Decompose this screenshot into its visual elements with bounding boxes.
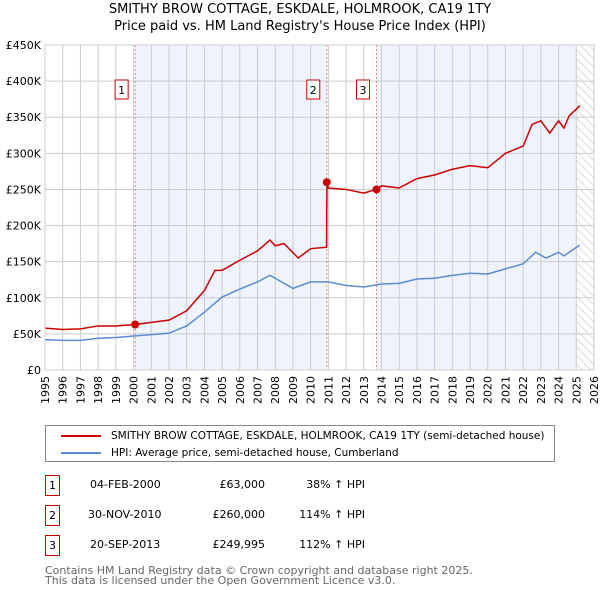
sale-marker-box: [356, 79, 371, 100]
y-tick-label: £0: [27, 364, 41, 377]
sale-date: 04-FEB-2000: [90, 478, 161, 491]
y-tick-label: £300K: [6, 147, 42, 160]
sale-point: [322, 178, 331, 187]
sale-price: £249,995: [212, 538, 266, 551]
hpi-line: [44, 244, 581, 342]
legend: SMITHY BROW COTTAGE, ESKDALE, HOLMROOK, …: [45, 425, 555, 462]
y-tick-label: £50K: [13, 328, 42, 341]
sale-hpi: 38% ↑ HPI: [306, 478, 365, 491]
legend-label-hpi: HPI: Average price, semi-detached house,…: [111, 447, 399, 459]
x-tick-label: 2015: [393, 376, 406, 404]
x-tick-label: 2003: [181, 376, 194, 404]
sale-date: 30-NOV-2010: [88, 508, 162, 521]
sale-row: 1 04-FEB-2000 £63,000 38% ↑ HPI: [45, 475, 565, 496]
shaded-period: [376, 45, 577, 370]
shaded-period: [135, 45, 327, 370]
x-tick-label: 2004: [198, 376, 211, 404]
sale-marker-label: 3: [45, 535, 60, 556]
sale-point: [131, 320, 140, 329]
x-tick-label: 2001: [145, 376, 158, 404]
x-tick-label: 2009: [287, 376, 300, 404]
x-tick-label: 2005: [216, 376, 229, 404]
legend-swatch-property: [61, 435, 101, 437]
sale-price: £260,000: [212, 508, 266, 521]
sale-hpi: 114% ↑ HPI: [299, 508, 365, 521]
x-tick-label: 1996: [57, 376, 70, 404]
legend-swatch-hpi: [61, 452, 101, 454]
y-tick-label: £100K: [6, 292, 42, 305]
footer-licence: This data is licensed under the Open Gov…: [45, 574, 396, 587]
sale-row: 3 20-SEP-2013 £249,995 112% ↑ HPI: [45, 535, 565, 556]
x-tick-label: 1999: [110, 376, 123, 404]
y-tick-label: £200K: [6, 220, 42, 233]
y-tick-label: £400K: [6, 75, 42, 88]
x-tick-label: 1995: [39, 376, 52, 404]
x-tick-label: 2007: [252, 376, 265, 404]
sale-date: 20-SEP-2013: [90, 538, 161, 551]
x-tick-label: 2020: [482, 376, 495, 404]
x-tick-label: 2011: [322, 376, 335, 404]
sale-row: 2 30-NOV-2010 £260,000 114% ↑ HPI: [45, 505, 565, 526]
sale-marker-box: [114, 79, 129, 100]
sale-marker-box: [306, 79, 321, 100]
x-tick-label: 2000: [128, 376, 141, 404]
x-tick-label: 2010: [305, 376, 318, 404]
x-tick-label: 2021: [499, 376, 512, 404]
x-tick-label: 2014: [375, 376, 388, 404]
x-tick-label: 2025: [570, 376, 583, 404]
sale-marker-label: 3: [360, 84, 367, 97]
y-tick-label: £250K: [6, 183, 42, 196]
x-tick-label: 1998: [92, 376, 105, 404]
chart-subtitle: Price paid vs. HM Land Registry's House …: [114, 19, 486, 34]
x-tick-label: 2012: [340, 376, 353, 404]
x-tick-label: 2006: [234, 376, 247, 404]
x-tick-label: 2023: [535, 376, 548, 404]
x-tick-label: 2017: [429, 376, 442, 404]
x-tick-label: 1997: [74, 376, 87, 404]
x-tick-label: 2022: [517, 376, 530, 404]
sale-hpi: 112% ↑ HPI: [299, 538, 365, 551]
y-tick-label: £150K: [6, 256, 42, 269]
x-tick-label: 2019: [464, 376, 477, 404]
y-tick-label: £450K: [6, 39, 42, 52]
x-tick-label: 2016: [411, 376, 424, 404]
sale-point: [372, 185, 381, 194]
y-tick-label: £350K: [6, 111, 42, 124]
future-hatch: [576, 45, 594, 370]
sale-marker-label: 1: [45, 475, 60, 496]
x-tick-label: 2002: [163, 376, 176, 404]
x-tick-label: 2018: [446, 376, 459, 404]
sale-marker-label: 1: [118, 84, 125, 97]
plot-border: [44, 44, 595, 371]
sale-price: £63,000: [219, 478, 266, 491]
x-tick-label: 2013: [358, 376, 371, 404]
chart-title: SMITHY BROW COTTAGE, ESKDALE, HOLMROOK, …: [108, 2, 492, 17]
plot-area: 1995 1996 1997 1998 1999 2000 2001 2002 2003 2004…: [6, 39, 600, 404]
sale-marker-label: 2: [45, 505, 60, 526]
x-tick-label: 2008: [269, 376, 282, 404]
footer-copyright: Contains HM Land Registry data © Crown c…: [45, 564, 473, 577]
x-tick-label: 2026: [588, 376, 600, 404]
x-tick-label: 2024: [553, 376, 566, 404]
sale-marker-label: 2: [310, 84, 317, 97]
legend-label-property: SMITHY BROW COTTAGE, ESKDALE, HOLMROOK, …: [111, 430, 545, 442]
